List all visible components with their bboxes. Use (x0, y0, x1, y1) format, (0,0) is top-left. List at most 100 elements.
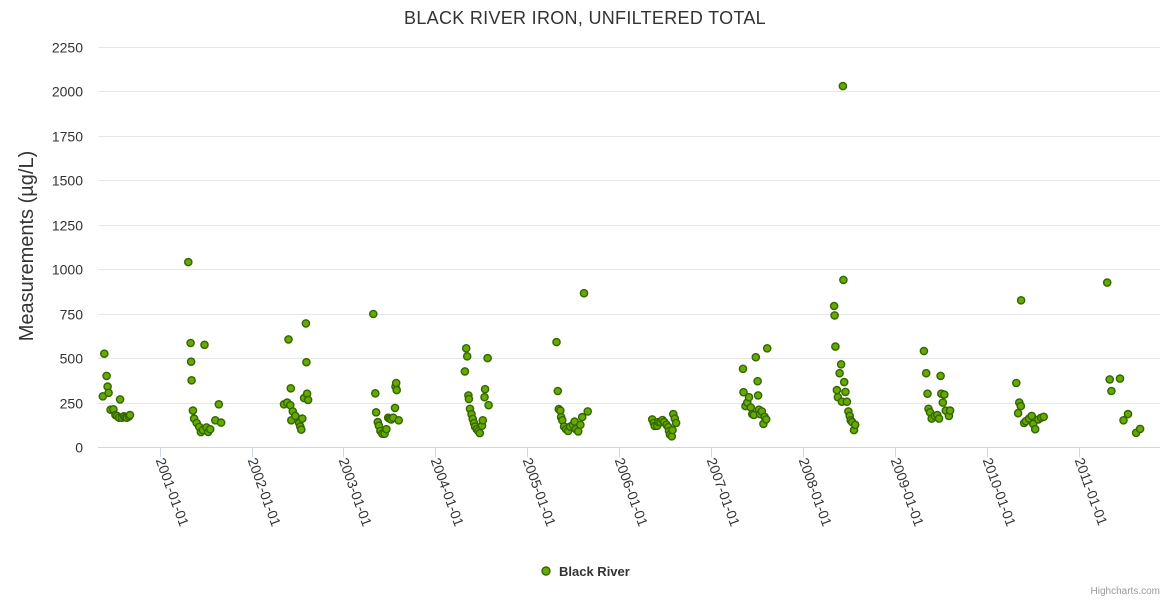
y-tick-label: 2250 (52, 40, 83, 56)
y-axis-label: Measurements (µg/L) (16, 151, 38, 341)
data-point[interactable] (839, 275, 848, 285)
data-point[interactable] (104, 388, 113, 398)
data-point[interactable] (671, 418, 681, 428)
data-point[interactable] (301, 319, 311, 328)
data-point[interactable] (1115, 374, 1125, 383)
data-point[interactable] (1105, 375, 1114, 384)
data-point[interactable] (836, 359, 846, 369)
x-tick-label: 2006-01-01 (612, 456, 652, 529)
data-point[interactable] (1027, 411, 1036, 421)
data-point[interactable] (739, 387, 748, 397)
data-point[interactable] (186, 357, 196, 367)
data-point[interactable] (200, 340, 209, 350)
data-point[interactable] (945, 406, 955, 415)
data-point[interactable] (830, 311, 839, 320)
data-point[interactable] (302, 357, 311, 367)
data-point[interactable] (841, 387, 850, 397)
legend[interactable]: Black River (541, 564, 630, 579)
y-tick-label: 1500 (52, 173, 83, 189)
data-point[interactable] (391, 378, 401, 388)
data-point[interactable] (940, 390, 949, 399)
data-point[interactable] (921, 368, 931, 378)
data-point[interactable] (579, 288, 589, 298)
data-point[interactable] (553, 386, 563, 396)
data-point[interactable] (831, 342, 840, 351)
data-point[interactable] (394, 415, 404, 425)
data-point[interactable] (115, 395, 125, 404)
data-point[interactable] (552, 337, 561, 347)
data-point[interactable] (1135, 424, 1145, 434)
data-point[interactable] (1102, 278, 1112, 287)
data-point[interactable] (205, 424, 215, 434)
data-point[interactable] (923, 389, 932, 399)
data-point[interactable] (1013, 408, 1023, 418)
data-point[interactable] (576, 420, 585, 430)
data-point[interactable] (751, 352, 761, 362)
data-point[interactable] (753, 391, 763, 400)
data-point[interactable] (187, 375, 196, 385)
data-point[interactable] (303, 395, 313, 405)
data-point[interactable] (382, 424, 391, 434)
data-point[interactable] (125, 410, 135, 420)
data-point[interactable] (829, 301, 839, 311)
data-point[interactable] (583, 407, 593, 416)
data-point[interactable] (934, 414, 944, 423)
data-point[interactable] (762, 343, 772, 353)
data-point[interactable] (938, 398, 948, 407)
data-point[interactable] (214, 399, 224, 409)
legend-marker-black-river (541, 566, 551, 576)
data-point[interactable] (1119, 415, 1128, 425)
data-point[interactable] (480, 392, 489, 402)
data-point[interactable] (392, 385, 402, 395)
data-point[interactable] (936, 371, 945, 381)
data-point[interactable] (753, 376, 762, 386)
data-point[interactable] (461, 343, 471, 353)
credits-link[interactable]: Highcharts.com (1091, 586, 1160, 597)
data-point[interactable] (188, 406, 198, 415)
data-point[interactable] (390, 403, 400, 413)
data-point[interactable] (1039, 412, 1048, 422)
data-point[interactable] (835, 368, 844, 378)
data-point[interactable] (475, 428, 485, 438)
data-point[interactable] (100, 349, 109, 359)
data-point[interactable] (460, 367, 470, 376)
data-point[interactable] (483, 353, 492, 363)
data-point[interactable] (1107, 386, 1116, 396)
data-point[interactable] (839, 377, 849, 387)
data-point[interactable] (371, 407, 381, 417)
data-point[interactable] (832, 385, 842, 395)
data-point[interactable] (850, 420, 860, 430)
data-point[interactable] (464, 394, 474, 404)
data-point[interactable] (290, 411, 300, 421)
data-point[interactable] (842, 397, 852, 407)
data-point[interactable] (1016, 295, 1026, 305)
data-point[interactable] (286, 383, 296, 393)
data-point[interactable] (370, 388, 380, 398)
data-point[interactable] (102, 371, 111, 381)
data-point[interactable] (1012, 378, 1021, 388)
data-point[interactable] (480, 384, 490, 394)
data-point[interactable] (577, 412, 587, 422)
data-point[interactable] (761, 415, 771, 424)
data-point[interactable] (1030, 424, 1040, 434)
data-point[interactable] (462, 351, 472, 361)
data-point[interactable] (478, 415, 488, 425)
data-point[interactable] (668, 425, 677, 435)
legend-label-black-river[interactable]: Black River (559, 564, 630, 579)
data-point[interactable] (284, 335, 293, 344)
data-point[interactable] (919, 346, 929, 356)
data-point[interactable] (838, 81, 848, 91)
data-point[interactable] (1123, 409, 1133, 419)
data-point[interactable] (738, 364, 748, 374)
data-point[interactable] (297, 414, 307, 423)
data-point[interactable] (186, 338, 195, 348)
data-point[interactable] (296, 425, 306, 434)
data-point[interactable] (183, 257, 193, 267)
data-point[interactable] (368, 309, 378, 319)
data-point[interactable] (484, 400, 493, 410)
data-point[interactable] (1016, 401, 1026, 411)
y-axis-tick-labels: 0 250 500 750 1000 1250 1500 1750 2000 2250 (52, 40, 83, 456)
data-point[interactable] (216, 418, 226, 427)
data-point[interactable] (744, 392, 754, 402)
